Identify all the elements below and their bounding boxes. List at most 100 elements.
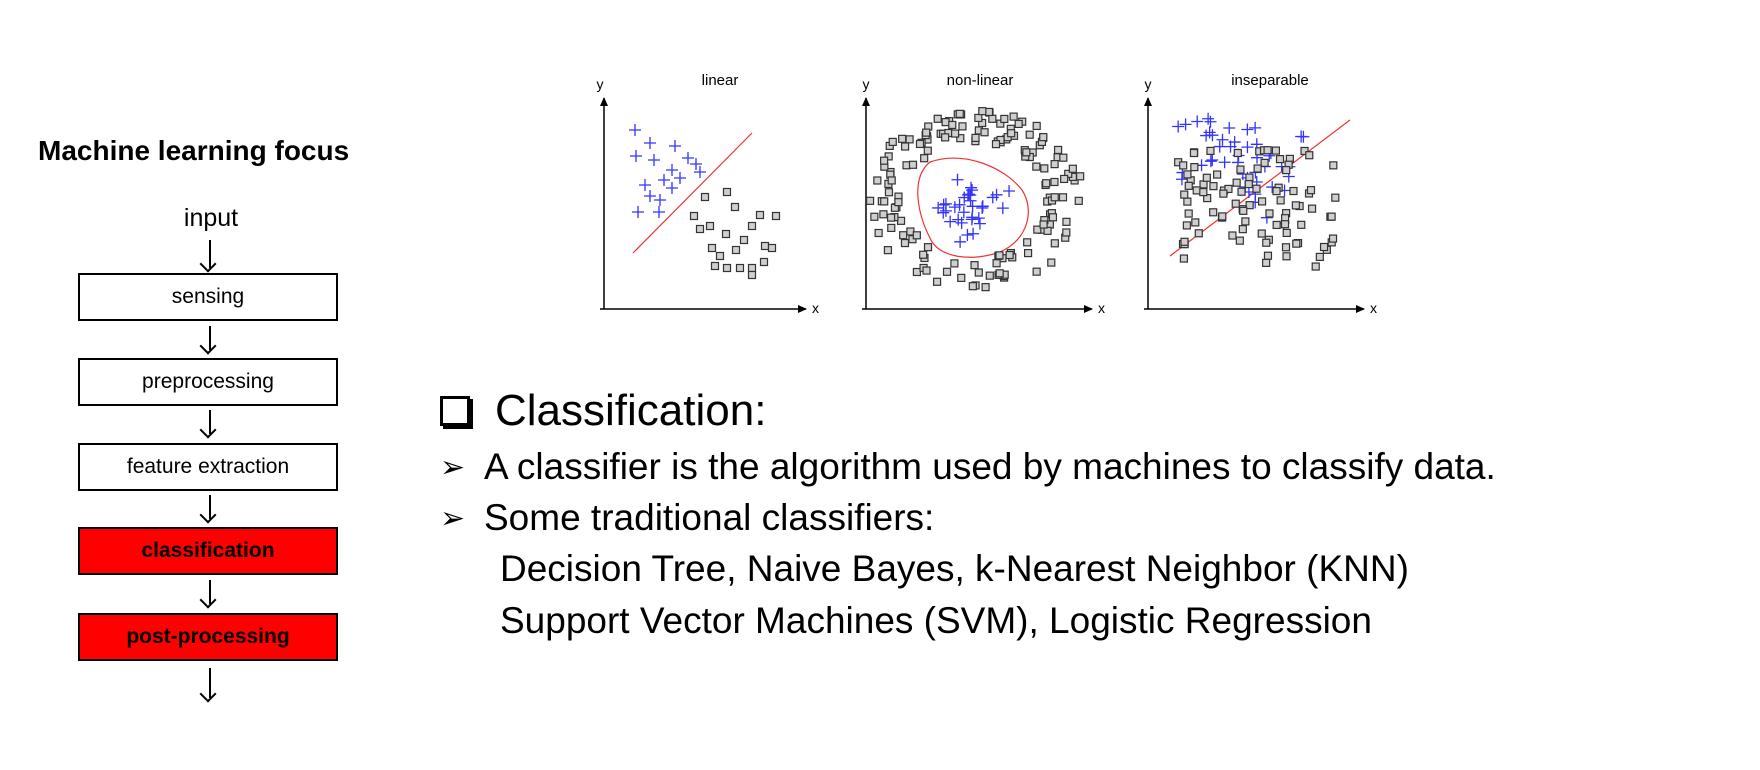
square-marker: [941, 118, 950, 127]
class-a-points: [932, 173, 1016, 248]
square-marker: [896, 216, 906, 225]
plus-marker: [996, 202, 1009, 215]
square-marker: [1062, 217, 1071, 226]
square-marker: [1213, 170, 1222, 179]
square-marker: [968, 282, 977, 291]
square-marker: [912, 231, 921, 240]
stage-label: post-processing: [126, 625, 290, 648]
square-marker: [974, 113, 983, 123]
plus-marker: [1249, 121, 1262, 134]
square-marker: [886, 213, 896, 222]
square-marker: [958, 122, 967, 131]
square-marker: [1272, 220, 1281, 230]
classifier-list-line: Support Vector Machines (SVM), Logistic …: [500, 600, 1372, 641]
y-axis-label: y: [597, 76, 604, 92]
classification-heading: Classification:: [440, 386, 766, 436]
square-marker: [1182, 221, 1191, 230]
square-marker: [923, 243, 933, 252]
plus-marker: [658, 174, 670, 186]
square-marker: [1305, 151, 1314, 160]
plus-marker: [932, 201, 945, 214]
plus-marker: [1241, 141, 1254, 154]
plus-marker: [1202, 112, 1215, 125]
plus-marker: [648, 154, 660, 166]
square-marker: [1039, 220, 1048, 229]
x-axis-label: x: [1370, 300, 1377, 316]
square-marker: [941, 133, 950, 142]
square-marker: [721, 229, 731, 239]
square-marker: [1265, 209, 1274, 218]
square-marker: [898, 134, 907, 143]
square-marker: [1327, 212, 1336, 221]
square-marker: [1306, 186, 1316, 195]
square-marker: [880, 156, 889, 165]
square-marker: [715, 251, 725, 261]
plus-marker: [961, 228, 974, 241]
square-marker: [971, 133, 980, 143]
flow-arrow: [209, 240, 211, 268]
square-marker: [920, 154, 929, 163]
stage-label: sensing: [171, 285, 245, 308]
y-axis-label: y: [863, 76, 870, 92]
square-marker: [1263, 251, 1273, 260]
square-marker: [1252, 184, 1261, 193]
plus-marker: [973, 217, 986, 230]
plus-marker: [629, 124, 641, 136]
plus-marker: [955, 216, 968, 229]
square-marker: [905, 135, 914, 144]
plot-linear: y x linear: [597, 72, 820, 316]
square-marker: [1292, 239, 1301, 248]
flow-arrow: [209, 495, 211, 519]
plus-marker: [1295, 130, 1308, 143]
square-marker: [880, 197, 889, 206]
square-marker: [1007, 129, 1016, 138]
square-marker: [873, 176, 882, 185]
plot-title: linear: [702, 72, 739, 89]
square-marker: [1059, 153, 1068, 162]
square-marker: [1184, 181, 1193, 190]
square-marker: [1235, 236, 1244, 245]
plus-marker: [965, 181, 978, 194]
square-marker: [1064, 169, 1073, 178]
square-marker: [1183, 197, 1192, 206]
square-marker: [1297, 220, 1306, 229]
bullet-text: Some traditional classifiers:: [484, 497, 935, 538]
square-marker: [1244, 179, 1253, 189]
square-marker: [1271, 146, 1281, 155]
square-marker: [1048, 213, 1058, 222]
square-marker: [888, 137, 897, 147]
flow-arrow: [209, 580, 211, 604]
square-marker: [992, 259, 1001, 268]
plus-marker: [654, 194, 666, 206]
square-marker: [991, 140, 1001, 149]
bullet-item: ➢ A classifier is the algorithm used by …: [440, 446, 1496, 488]
class-a-points: [629, 124, 706, 218]
plus-marker: [1224, 140, 1237, 153]
plus-marker: [951, 173, 964, 186]
x-axis-label: x: [1098, 300, 1105, 316]
square-marker: [1033, 225, 1042, 234]
square-marker: [1257, 197, 1267, 206]
square-marker: [988, 114, 997, 123]
plus-marker: [1223, 121, 1236, 134]
plus-marker: [1204, 155, 1217, 168]
square-marker: [887, 223, 896, 233]
plus-marker: [666, 182, 678, 194]
square-marker: [1032, 162, 1041, 171]
square-marker: [722, 187, 732, 197]
square-marker: [747, 263, 757, 273]
plus-marker: [958, 191, 971, 204]
square-marker: [1328, 234, 1338, 243]
square-marker: [1236, 165, 1245, 174]
square-marker: [1005, 250, 1014, 260]
classifier-list-line: Decision Tree, Naive Bayes, k-Nearest Ne…: [500, 548, 1409, 589]
square-marker: [700, 192, 710, 202]
classification-scatter-plots: y x linear y x non-linear y x inseparabl…: [597, 72, 1378, 316]
plus-marker: [644, 137, 656, 149]
square-marker: [1050, 193, 1059, 202]
plus-marker: [964, 194, 977, 207]
square-marker: [1040, 164, 1049, 173]
square-marker: [1058, 193, 1068, 202]
square-marker: [747, 270, 757, 280]
plus-marker: [1179, 118, 1192, 131]
